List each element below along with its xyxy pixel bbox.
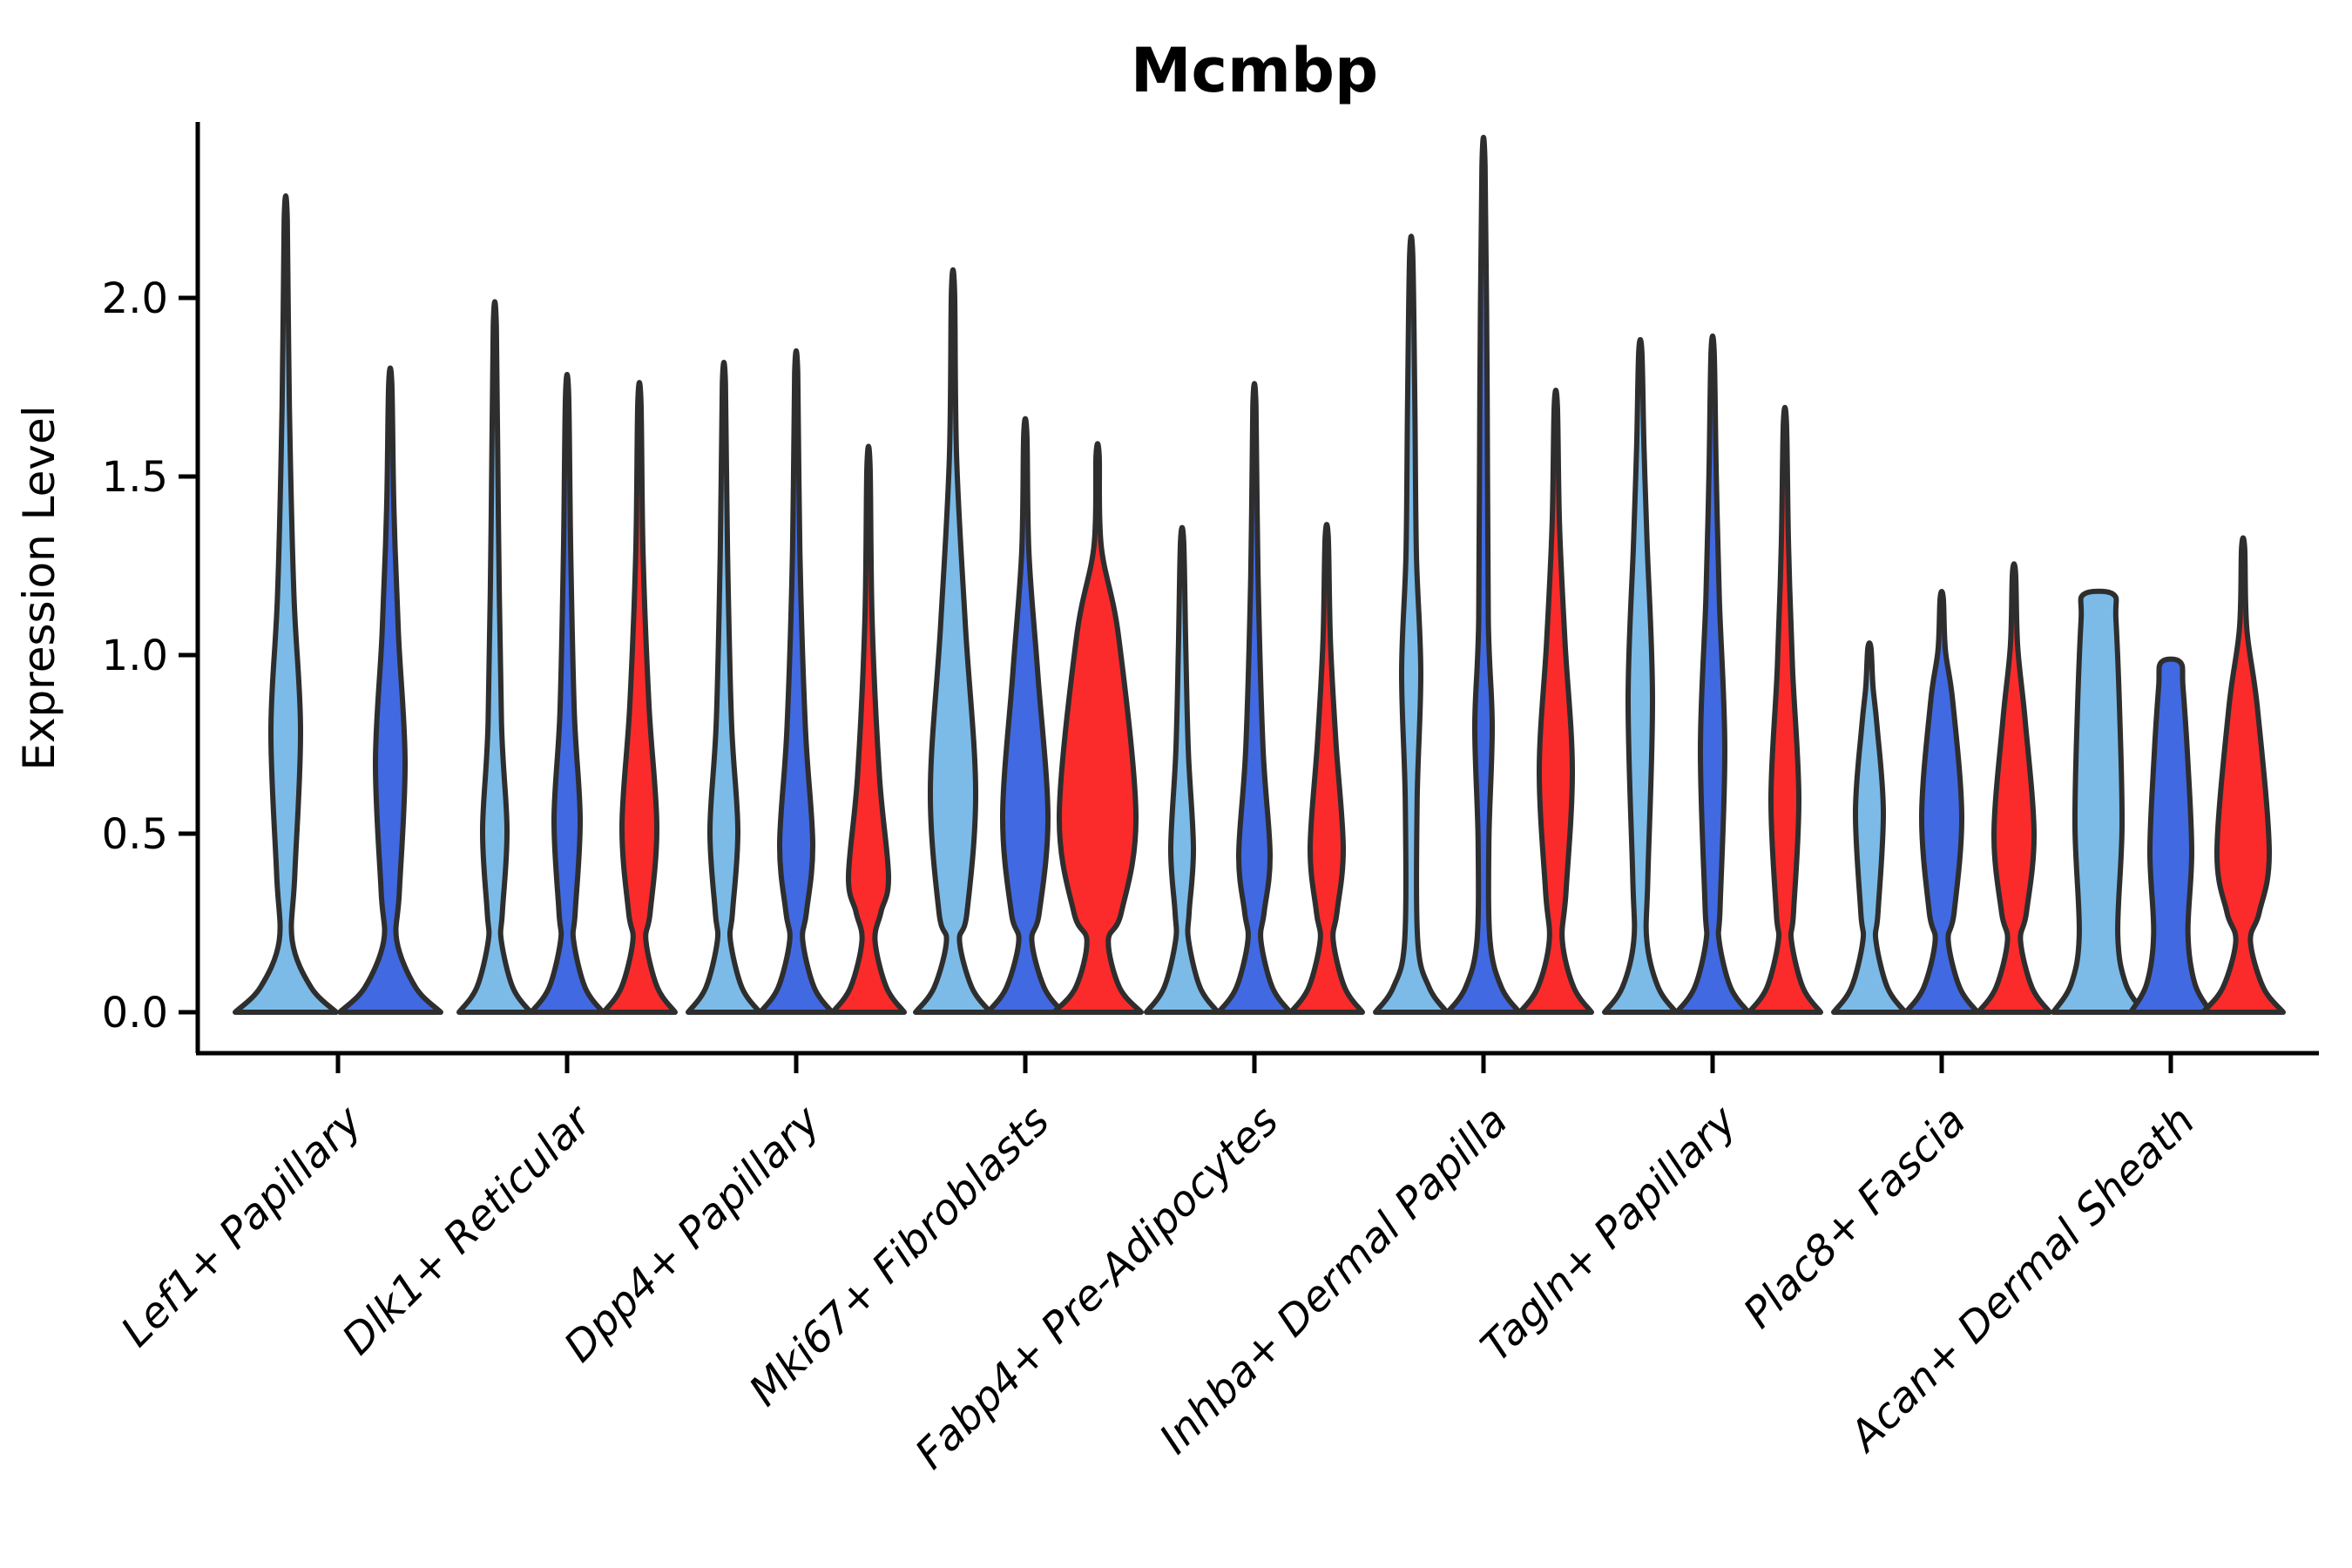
violin-acan-dermal-sheath-red xyxy=(2200,535,2286,1015)
violin-fabp4-pre-adipocytes-red xyxy=(1288,522,1365,1015)
violin-dlk1-reticular-light-blue xyxy=(456,299,533,1015)
violin-dlk1-reticular-dark-blue xyxy=(529,371,605,1015)
violin-tagln-papillary-red xyxy=(1747,404,1823,1015)
violin-mki67-fibroblasts-light-blue xyxy=(913,267,993,1015)
violin-dlk1-reticular-red xyxy=(601,380,678,1015)
violin-inhba-dermal-papilla-dark-blue xyxy=(1445,134,1522,1015)
violin-dpp4-papillary-dark-blue xyxy=(758,348,835,1015)
violin-mki67-fibroblasts-red xyxy=(1051,441,1144,1015)
y-tick-label-1.0: 1.0 xyxy=(102,632,168,680)
violin-mki67-fibroblasts-dark-blue xyxy=(985,416,1065,1015)
violin-fabp4-pre-adipocytes-dark-blue xyxy=(1216,381,1293,1015)
violin-plac8-fascia-red xyxy=(1976,561,2052,1015)
violin-plac8-fascia-light-blue xyxy=(1831,640,1908,1015)
violin-lef1-papillary-light-blue xyxy=(233,193,339,1015)
violin-lef1-papillary-dark-blue xyxy=(337,365,443,1015)
violin-dpp4-papillary-light-blue xyxy=(686,360,762,1015)
y-tick-label-1.5: 1.5 xyxy=(102,453,168,502)
violin-tagln-papillary-light-blue xyxy=(1602,336,1679,1015)
violin-acan-dermal-sheath-dark-blue xyxy=(2128,656,2213,1015)
y-tick-label-2.0: 2.0 xyxy=(102,274,168,323)
violin-inhba-dermal-papilla-red xyxy=(1517,388,1594,1015)
violin-plac8-fascia-dark-blue xyxy=(1903,588,1980,1015)
y-axis-label: Expression Level xyxy=(14,405,64,770)
violin-acan-dermal-sheath-light-blue xyxy=(2051,588,2146,1015)
violin-tagln-papillary-dark-blue xyxy=(1674,333,1751,1015)
y-tick-label-0.5: 0.5 xyxy=(102,810,168,859)
chart-title: Mcmbp xyxy=(1131,35,1378,106)
violin-inhba-dermal-papilla-light-blue xyxy=(1373,233,1450,1015)
violin-fabp4-pre-adipocytes-light-blue xyxy=(1144,524,1220,1015)
violin-dpp4-papillary-red xyxy=(830,443,907,1015)
y-tick-label-0.0: 0.0 xyxy=(102,989,168,1037)
